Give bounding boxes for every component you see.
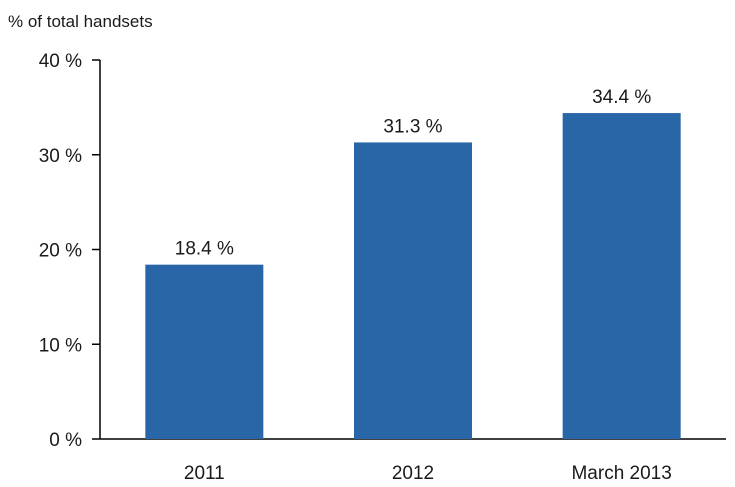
data-label: 31.3 % [383, 116, 442, 137]
y-tick-label: 10 % [39, 335, 82, 356]
x-tick-label: 2012 [392, 463, 434, 484]
y-tick-label: 20 % [39, 241, 82, 262]
y-tick-label: 0 % [49, 430, 82, 451]
bar [562, 113, 681, 439]
data-label: 34.4 % [592, 87, 651, 108]
bar [354, 142, 472, 439]
y-tick-label: 30 % [39, 146, 82, 167]
bar [145, 264, 264, 439]
data-label: 18.4 % [175, 239, 234, 260]
y-tick-label: 40 % [39, 51, 82, 72]
x-tick-label: March 2013 [571, 463, 671, 484]
y-axis-label: % of total handsets [8, 12, 153, 31]
x-tick-label: 2011 [184, 463, 225, 484]
